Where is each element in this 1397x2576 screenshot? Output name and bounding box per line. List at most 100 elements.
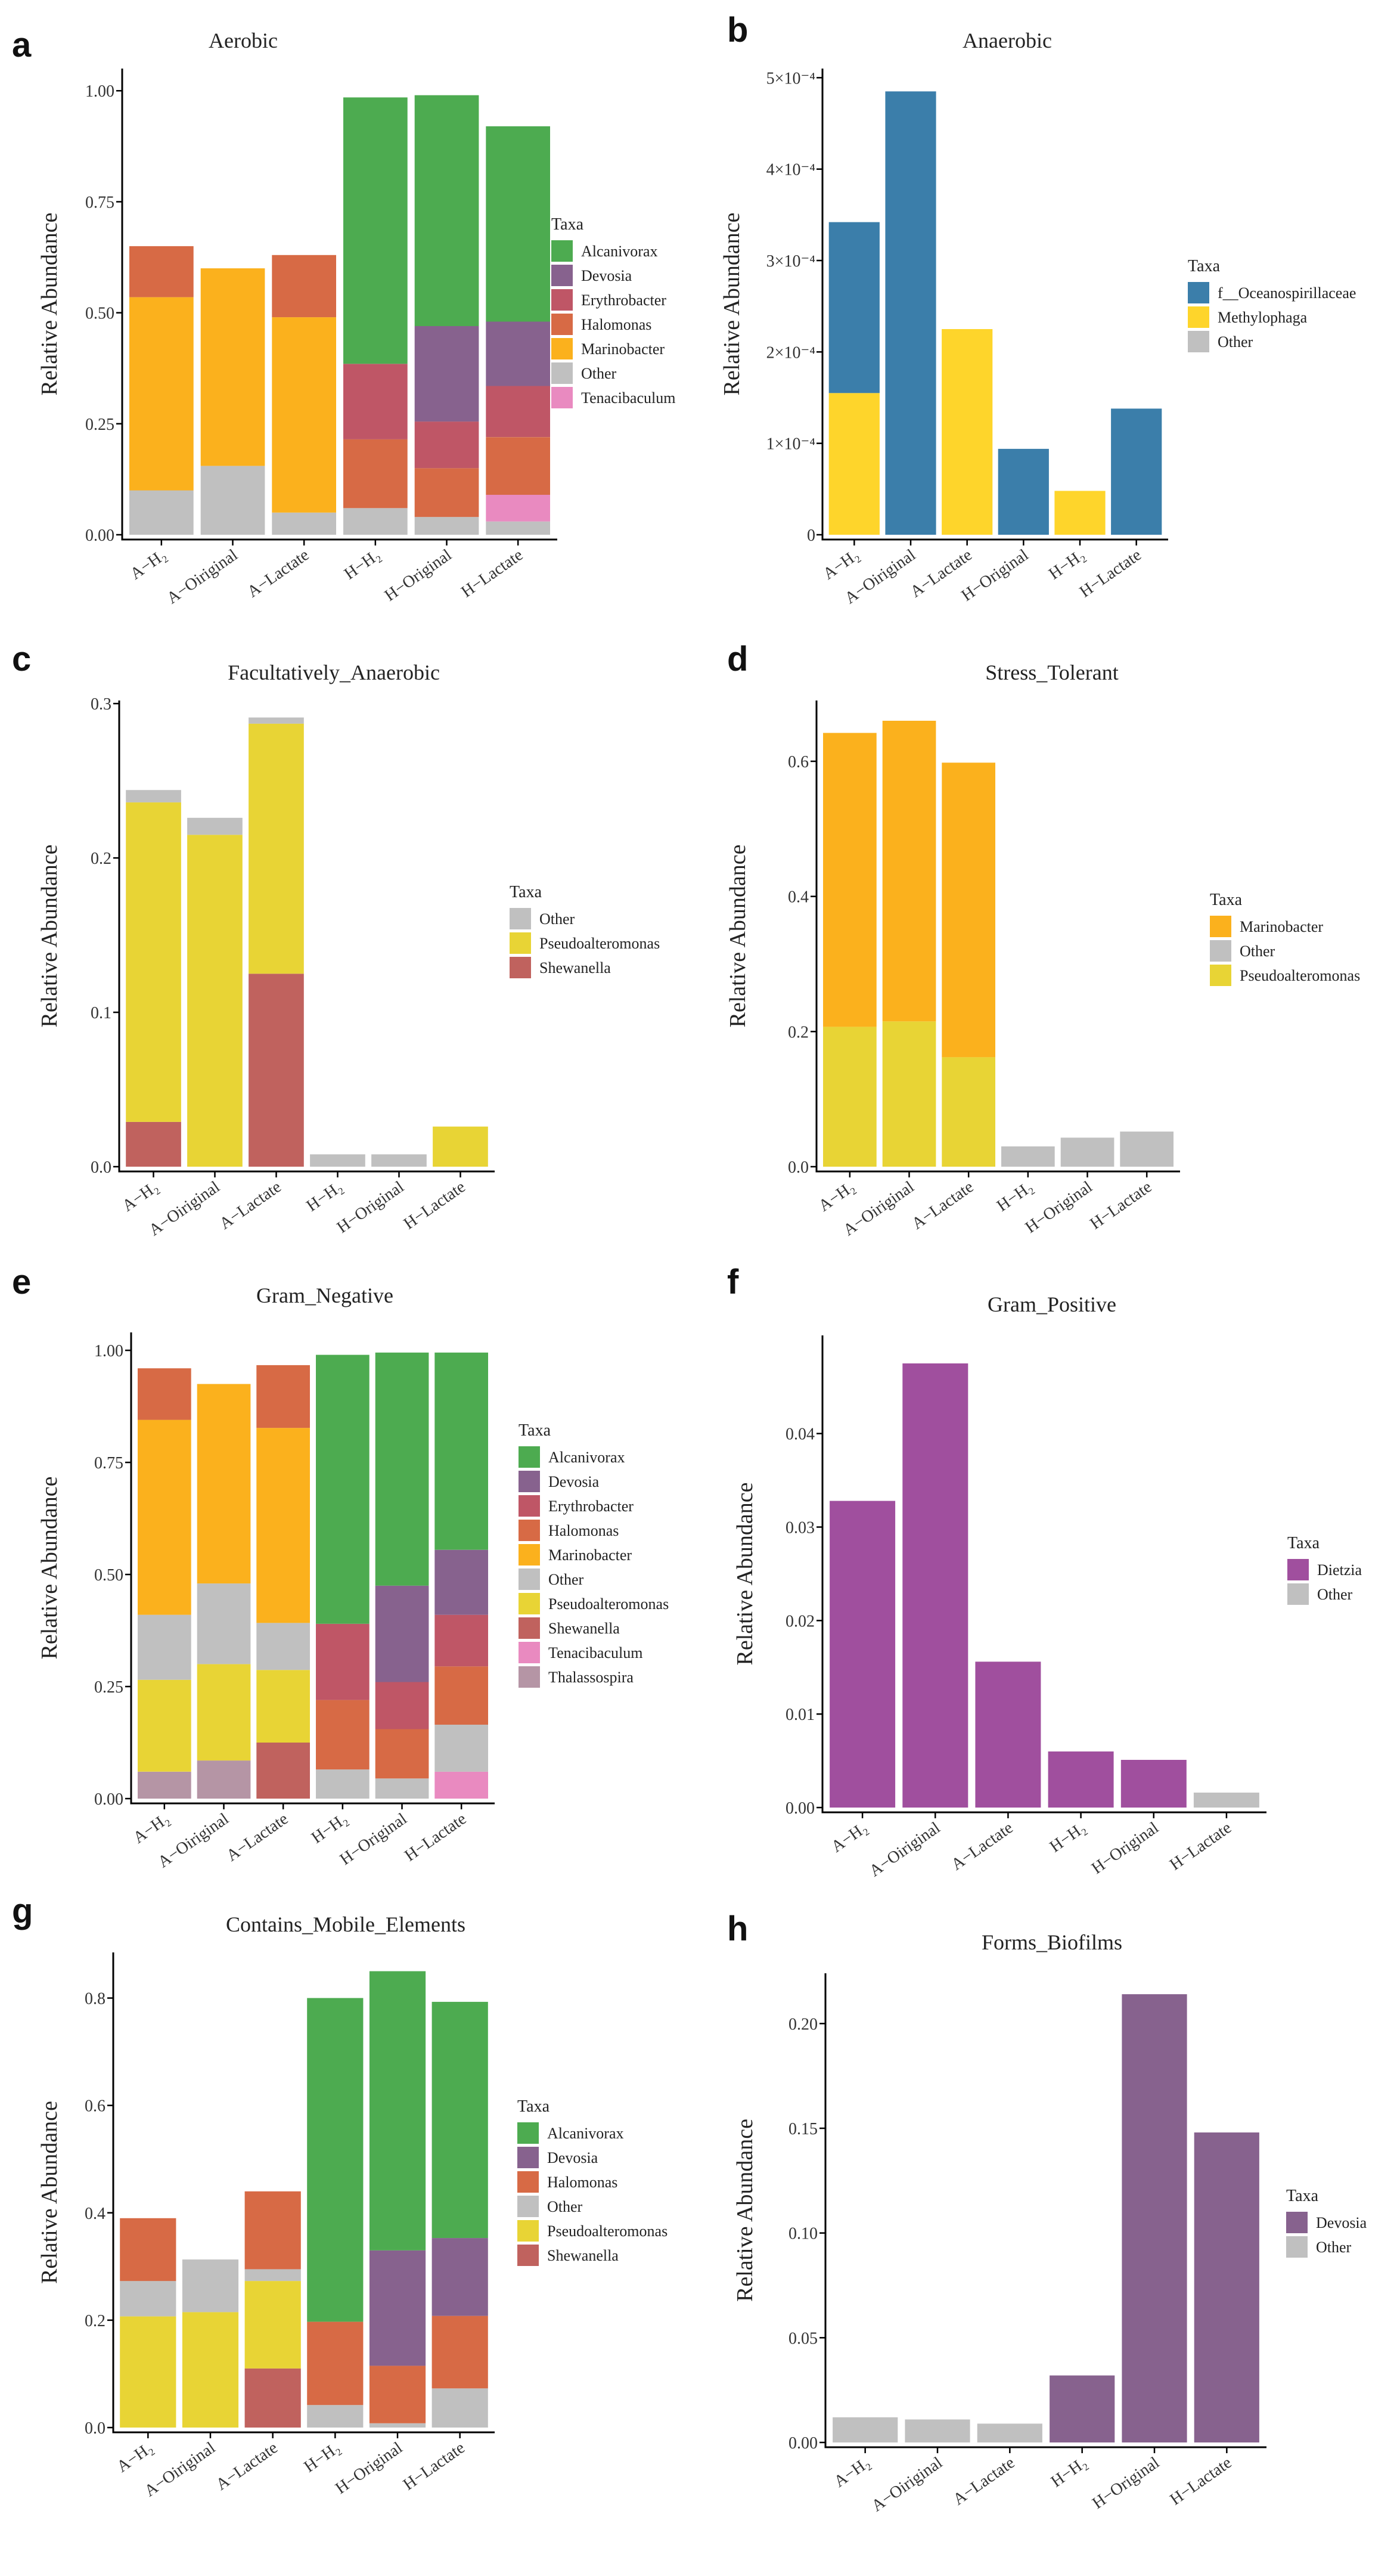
legend: Taxa Alcanivorax Devosia Erythrobacter Halom… (551, 215, 675, 408)
bar-dietzia (902, 1363, 968, 1808)
panel-letter: b (727, 11, 748, 49)
bar-devosia (486, 321, 550, 386)
legend-swatch (519, 1593, 540, 1614)
legend: Taxa f__Oceanospirillaceae Methylophaga Oth… (1188, 257, 1356, 352)
legend-label: Thalassospira (548, 1669, 634, 1686)
y-tick-label: 0.75 (85, 193, 114, 212)
y-tick-label: 0.0 (85, 2419, 105, 2438)
legend-swatch (1188, 331, 1209, 352)
panel-g: g Contains_Mobile_Elements 0.0 0.2 0.4 0.6 0.8… (12, 1892, 668, 2500)
axes (815, 700, 1180, 1173)
y-axis-label: Relative Abundance (732, 2119, 758, 2302)
legend-label: Other (1218, 333, 1253, 351)
bar-other (187, 817, 243, 835)
legend-label: Shewanella (539, 959, 611, 977)
y-axis-label: Relative Abundance (37, 844, 62, 1027)
bar-halomonas (244, 2191, 301, 2270)
y-tick-label: 0.00 (85, 526, 114, 545)
x-tick-label: H−Lactate (1076, 545, 1145, 601)
legend: Taxa Marinobacter Other Pseudoalteromonas (1210, 891, 1360, 986)
legend-swatch (551, 265, 573, 286)
bar-pseudoalteromonas (882, 1021, 936, 1167)
bar-marinobacter (138, 1419, 191, 1615)
bars (833, 1994, 1259, 2442)
x-tick-label: H−H₂ (301, 2438, 344, 2476)
legend-label: Pseudoalteromonas (1240, 967, 1360, 984)
legend-swatch (510, 957, 531, 978)
y-tick-label: 0.0 (788, 1158, 809, 1177)
y-tick-label: 0.05 (788, 2329, 818, 2348)
legend-title: Taxa (1287, 1534, 1320, 1552)
bars (828, 91, 1162, 535)
bar-f-oceanospirillaceae (828, 222, 880, 393)
legend-label: Other (547, 2198, 583, 2215)
chart-title: Facultatively_Anaerobic (228, 661, 440, 684)
y-tick-label: 0.3 (91, 695, 111, 714)
legend-label: Methylophaga (1218, 309, 1308, 326)
x-tick-label: A−H₂ (831, 2453, 874, 2491)
panel-b: b Anaerobic 0 1×10⁻⁴ 2×10⁻⁴ 3×10⁻⁴ 4×10⁻⁴ 5×10⁻… (719, 11, 1356, 607)
bar-dietzia (1048, 1751, 1114, 1808)
axes (821, 1335, 1266, 1814)
bar-erythrobacter (343, 364, 408, 439)
legend-label: Devosia (548, 1473, 600, 1490)
y-tick-label: 0 (807, 526, 815, 545)
x-tick-label: H−Original (332, 2438, 406, 2498)
y-tick-label: 0.04 (786, 1425, 815, 1444)
bar-devosia (1194, 2132, 1259, 2442)
x-tick-label: A−Oiriginal (868, 2453, 946, 2515)
x-tick-label: A−Lactate (948, 1818, 1017, 1874)
legend-swatch (510, 932, 531, 954)
legend-title: Taxa (1188, 257, 1221, 275)
bar-other (486, 521, 550, 535)
legend-label: f__Oceanospirillaceae (1218, 284, 1356, 302)
x-tick-label: A−Lactate (223, 1809, 291, 1865)
legend-label: Other (548, 1571, 584, 1588)
bar-methylophaga (942, 329, 993, 535)
bar-f-oceanospirillaceae (1111, 408, 1162, 535)
panel-f: fGram_Positive0.000.010.020.030.04A−H₂A−… (727, 1263, 1362, 1880)
y-tick-label: 0.4 (85, 2205, 105, 2223)
x-tick-label: H−Lactate (400, 2438, 468, 2494)
x-tick-label: H−H₂ (303, 1177, 346, 1215)
legend-label: Alcanivorax (548, 1449, 625, 1466)
bar-dietzia (1120, 1760, 1187, 1808)
x-tick-label: A−H₂ (820, 545, 863, 583)
bar-halomonas (434, 1666, 488, 1725)
x-tick-label: H−H₂ (994, 1177, 1036, 1215)
bar-other (1001, 1146, 1055, 1167)
bar-other (126, 790, 181, 802)
legend-title: Taxa (510, 883, 542, 901)
x-tick-label: A−H₂ (828, 1818, 871, 1856)
legend-label: Halomonas (581, 316, 651, 333)
y-tick-label: 0.10 (788, 2225, 818, 2243)
legend-label: Tenacibaculum (548, 1644, 642, 1661)
bar-other (371, 1154, 427, 1167)
panel-letter: c (12, 640, 31, 678)
legend-swatch (519, 1642, 540, 1663)
y-tick-label: 5×10⁻⁴ (766, 69, 815, 88)
panel-letter: a (12, 26, 32, 64)
bar-alcanivorax (307, 1998, 364, 2322)
legend-label: Halomonas (548, 1522, 619, 1539)
bar-other (310, 1154, 365, 1167)
y-tick-label: 0.50 (94, 1566, 123, 1585)
x-tick-label: A−H₂ (114, 2438, 157, 2476)
chart-title: Stress_Tolerant (985, 661, 1118, 684)
bar-other (129, 490, 194, 535)
legend-label: Shewanella (547, 2247, 619, 2264)
x-tick-label: A−Oiriginal (141, 2438, 219, 2500)
bar-marinobacter (256, 1428, 310, 1623)
legend-swatch (1210, 940, 1231, 962)
legend-swatch (1286, 2236, 1308, 2258)
bar-devosia (414, 326, 479, 422)
bar-other (1120, 1132, 1174, 1167)
y-tick-label: 0.20 (788, 2015, 818, 2033)
panel-letter: f (727, 1263, 739, 1301)
y-tick-label: 3×10⁻⁴ (766, 252, 815, 271)
bar-pseudoalteromonas (256, 1670, 310, 1743)
bar-halomonas (120, 2218, 176, 2281)
y-tick-label: 0.25 (85, 416, 114, 434)
legend-label: Erythrobacter (581, 292, 666, 309)
y-tick-label: 0.8 (85, 1990, 105, 2008)
